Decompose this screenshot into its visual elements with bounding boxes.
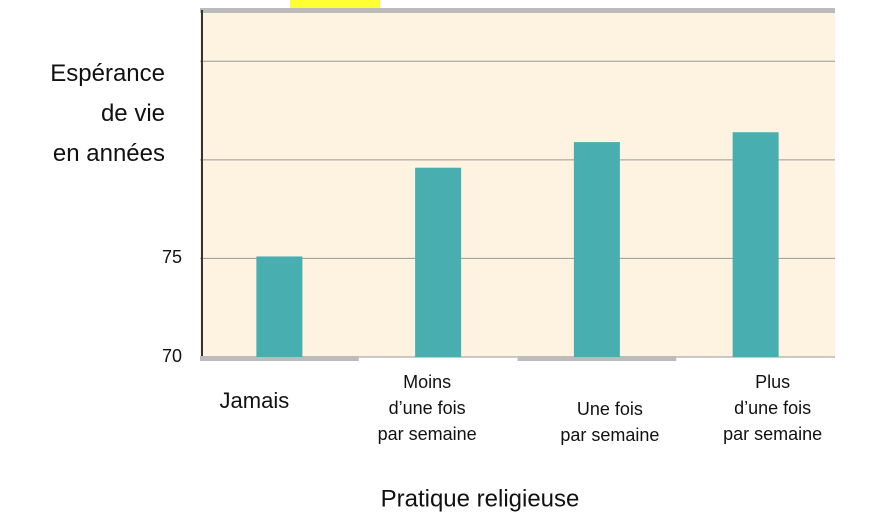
x-tick-label-line: d’une fois	[734, 398, 811, 418]
x-tick-label: Une fois par semaine	[560, 399, 659, 445]
baseline-segment	[200, 356, 359, 361]
top-border	[200, 8, 835, 13]
x-tick-label-line: par semaine	[560, 425, 659, 445]
x-tick-label-line: Une fois	[577, 399, 643, 419]
bar	[415, 167, 462, 357]
y-axis-label-line: Espérance	[50, 60, 165, 87]
bar	[256, 256, 303, 357]
x-tick-label: Jamais	[220, 388, 290, 413]
y-axis-label: Espérance de vie en années	[50, 60, 165, 167]
bar	[732, 132, 779, 357]
x-tick-label-line: Moins	[403, 372, 451, 392]
x-tick-label-line: par semaine	[723, 424, 822, 444]
x-tick-label: Plus d’une fois par semaine	[723, 372, 822, 444]
y-tick-label: 70	[162, 346, 182, 366]
x-tick-label-line: par semaine	[378, 424, 477, 444]
x-tick-label-line: Jamais	[220, 388, 290, 413]
x-tick-label: Moins d’une fois par semaine	[378, 372, 477, 444]
x-tick-label-line: Plus	[755, 372, 790, 392]
y-axis-label-line: en années	[53, 140, 165, 167]
x-tick-label-line: d’une fois	[389, 398, 466, 418]
x-axis-label: Pratique religieuse	[381, 485, 580, 512]
highlight	[290, 0, 380, 8]
y-tick-label: 75	[162, 247, 182, 267]
baseline-segment	[517, 356, 677, 361]
bar	[573, 142, 620, 357]
plot-area	[200, 10, 835, 357]
y-axis-label-line: de vie	[101, 100, 165, 127]
